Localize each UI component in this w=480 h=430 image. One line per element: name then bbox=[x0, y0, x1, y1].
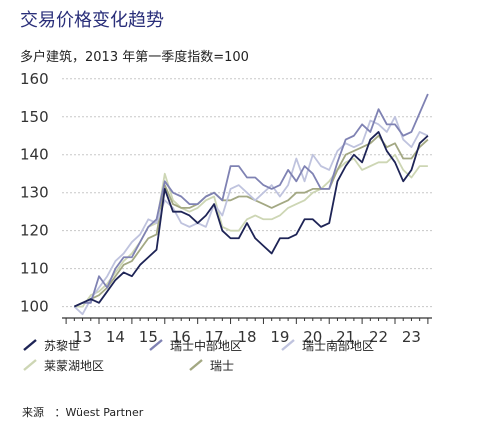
legend-swatch bbox=[23, 359, 37, 371]
y-axis-ticks: 100 110 120 130 140 150 160 bbox=[20, 70, 49, 316]
x-tick-label: 22 bbox=[369, 328, 388, 346]
gridlines bbox=[62, 78, 432, 308]
series-line-4 bbox=[73, 134, 429, 308]
x-tick-label: 16 bbox=[172, 328, 191, 346]
x-tick-label: 21 bbox=[336, 328, 355, 346]
x-tick-label: 13 bbox=[73, 328, 92, 346]
y-tick-label: 120 bbox=[20, 222, 49, 240]
x-tick-label: 20 bbox=[303, 328, 322, 346]
y-tick-label: 150 bbox=[20, 108, 49, 126]
source-value: ：Wüest Partner bbox=[54, 406, 144, 419]
series-line-3 bbox=[74, 153, 428, 308]
x-tick-label: 14 bbox=[106, 328, 125, 346]
x-tick-label: 17 bbox=[205, 328, 224, 346]
series-lines bbox=[73, 93, 429, 316]
source-label: 来源 bbox=[22, 406, 44, 419]
y-tick-label: 100 bbox=[20, 298, 49, 316]
legend-label: 苏黎世 bbox=[44, 339, 80, 353]
series-line-2 bbox=[73, 115, 429, 316]
x-tick-label: 23 bbox=[402, 328, 421, 346]
x-tick-label: 15 bbox=[139, 328, 158, 346]
legend-swatch bbox=[281, 339, 295, 351]
source-note: 来源 ：Wüest Partner bbox=[22, 404, 143, 420]
legend-label: 瑞士 bbox=[210, 359, 234, 373]
legend-swatch bbox=[23, 339, 37, 351]
chart-title: 交易价格变化趋势 bbox=[20, 10, 164, 31]
x-axis: 13 14 15 16 17 18 19 20 21 22 23 bbox=[62, 317, 432, 346]
x-tick-label: 19 bbox=[270, 328, 289, 346]
legend-label: 瑞士南部地区 bbox=[302, 338, 374, 353]
x-tick-label: 18 bbox=[237, 328, 256, 346]
y-tick-label: 130 bbox=[20, 184, 49, 202]
y-tick-label: 110 bbox=[20, 260, 49, 278]
legend-swatch bbox=[189, 359, 203, 371]
y-tick-label: 160 bbox=[20, 70, 49, 88]
chart-subtitle: 多户建筑，2013 年第一季度指数=100 bbox=[20, 50, 249, 65]
series-line-1 bbox=[73, 93, 429, 308]
legend-label: 莱蒙湖地区 bbox=[44, 358, 104, 373]
y-tick-label: 140 bbox=[20, 146, 49, 164]
legend-label: 瑞士中部地区 bbox=[170, 338, 242, 353]
series-line-0 bbox=[73, 131, 429, 308]
line-chart: 100 110 120 130 140 150 160 13 14 15 16 17 18 19 20 21… bbox=[20, 70, 432, 373]
legend-swatch bbox=[149, 339, 163, 351]
